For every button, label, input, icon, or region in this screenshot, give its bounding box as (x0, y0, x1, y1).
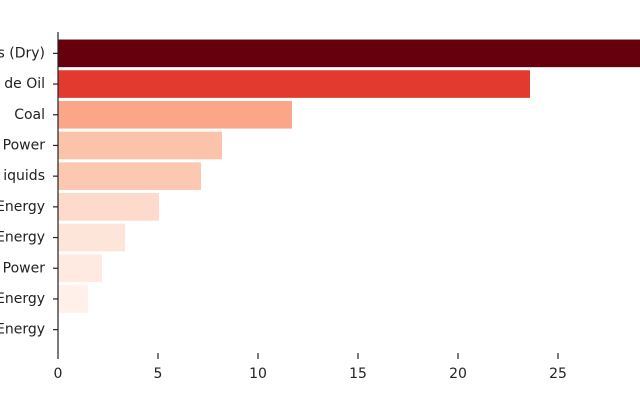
x-tick-label: 0 (54, 366, 63, 382)
y-tick-label: Power (3, 260, 46, 276)
bar (58, 254, 102, 283)
y-tick-label: iquids (3, 168, 45, 184)
y-tick-label: Energy (0, 230, 45, 246)
bar (58, 193, 159, 221)
bar (58, 162, 201, 190)
y-tick-label: Coal (14, 107, 45, 123)
y-tick-label: Energy (0, 291, 45, 307)
y-tick-label: Energy (0, 199, 45, 215)
y-tick-label: Power (3, 137, 46, 153)
y-tick-label: s (Dry) (0, 45, 45, 61)
x-tick-label: 10 (249, 366, 267, 382)
bar (58, 70, 530, 98)
bar (58, 223, 125, 252)
x-tick-label: 25 (549, 366, 567, 382)
bar (58, 285, 88, 313)
bar (58, 100, 292, 129)
bar (58, 131, 222, 160)
x-tick-label: 15 (349, 366, 367, 382)
x-tick-label: 5 (154, 366, 163, 382)
y-tick-label: Energy (0, 322, 45, 338)
y-tick-label: de Oil (4, 76, 45, 92)
x-tick-label: 20 (449, 366, 467, 382)
bar (58, 39, 640, 68)
